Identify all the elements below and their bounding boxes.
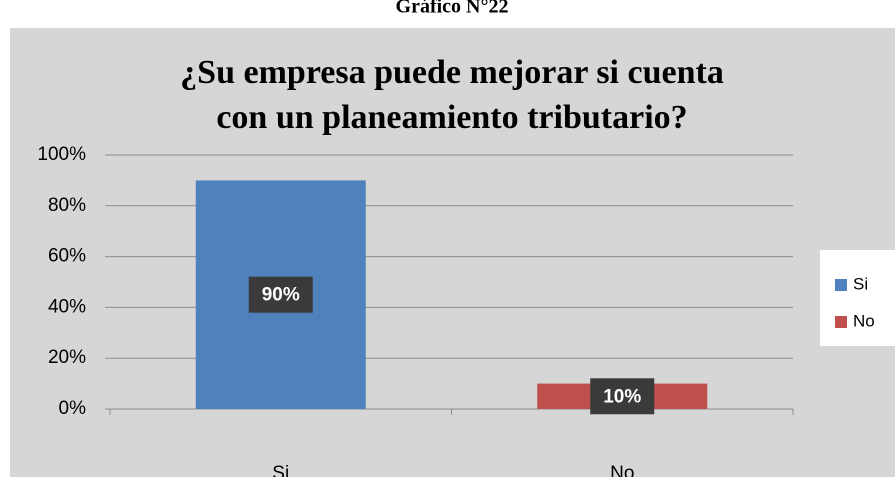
data-label-box bbox=[590, 378, 655, 415]
data-label-box bbox=[248, 276, 313, 313]
chart-title: ¿Su empresa puede mejorar si cuenta con u… bbox=[180, 54, 724, 136]
data-label: 90% bbox=[262, 285, 300, 306]
legend-swatch bbox=[835, 316, 847, 328]
data-label: 10% bbox=[603, 386, 641, 407]
y-tick-label: 20% bbox=[48, 347, 86, 368]
legend-box bbox=[820, 250, 895, 346]
y-tick-label: 100% bbox=[37, 144, 86, 165]
legend-label: No bbox=[853, 311, 875, 330]
caption: Gráfico N°22 bbox=[396, 0, 509, 18]
y-tick-label: 40% bbox=[48, 296, 86, 317]
y-tick-label: 60% bbox=[48, 246, 86, 267]
y-tick-label: 80% bbox=[48, 195, 86, 216]
y-tick-label: 0% bbox=[59, 398, 87, 419]
chart-area bbox=[10, 28, 895, 477]
x-tick-label: No bbox=[610, 463, 634, 477]
legend-swatch bbox=[835, 279, 847, 291]
x-tick-label: Si bbox=[272, 463, 289, 477]
legend-label: Si bbox=[853, 274, 868, 293]
